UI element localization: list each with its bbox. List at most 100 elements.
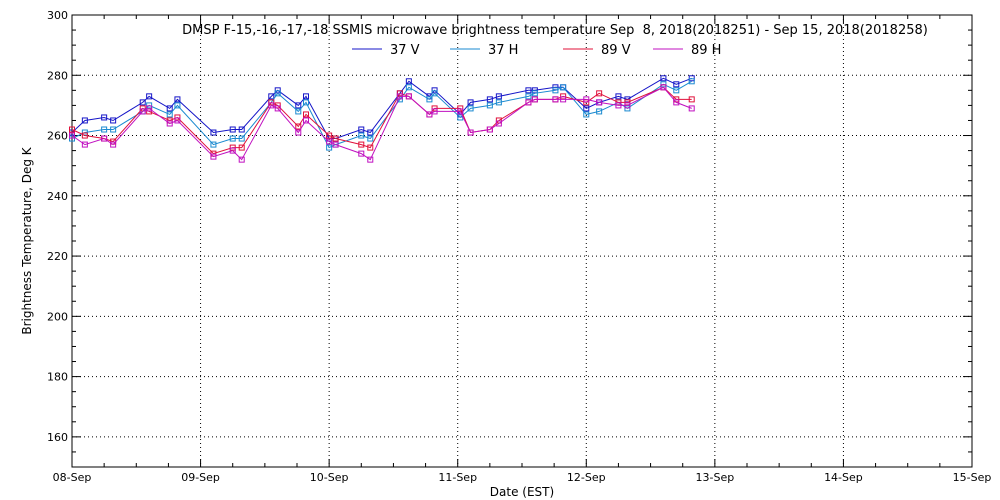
- legend-label: 89 V: [601, 43, 631, 58]
- x-tick-label: 13-Sep: [696, 471, 735, 484]
- data-point: [101, 114, 108, 121]
- data-point: [396, 93, 403, 100]
- data-point: [596, 90, 603, 97]
- legend-label: 37 H: [488, 43, 518, 58]
- data-point: [101, 135, 108, 142]
- x-tick-label: 10-Sep: [310, 471, 349, 484]
- data-point: [560, 96, 567, 103]
- data-point: [166, 111, 173, 118]
- x-tick-label: 09-Sep: [181, 471, 220, 484]
- data-point: [146, 93, 153, 100]
- data-point: [110, 117, 117, 124]
- data-point: [110, 126, 117, 133]
- data-point: [495, 99, 502, 106]
- data-point: [467, 105, 474, 112]
- x-tick-label: 15-Sep: [953, 471, 992, 484]
- data-point: [596, 108, 603, 115]
- chart-title: DMSP F-15,-16,-17,-18 SSMIS microwave br…: [182, 23, 928, 38]
- data-point: [615, 99, 622, 106]
- data-point: [431, 108, 438, 115]
- data-point: [101, 126, 108, 133]
- data-point: [146, 105, 153, 112]
- series-line: [71, 77, 692, 139]
- data-point: [274, 105, 281, 112]
- data-point: [81, 117, 88, 124]
- series-line: [71, 86, 692, 161]
- y-tick-label: 240: [47, 190, 68, 203]
- data-point: [69, 132, 75, 139]
- x-tick-labels: 08-Sep 09-Sep 10-Sep 11-Sep 12-Sep 13-Sep 14-S…: [53, 471, 992, 484]
- data-point: [660, 84, 667, 91]
- data-point: [110, 141, 117, 148]
- y-tick-labels: 160 180 200 220 240 260 280 300: [47, 9, 68, 444]
- data-point: [583, 111, 590, 118]
- x-tick-label: 08-Sep: [53, 471, 92, 484]
- data-point: [210, 141, 217, 148]
- data-point: [486, 102, 493, 109]
- y-tick-label: 160: [47, 431, 68, 444]
- data-point: [166, 105, 173, 112]
- legend-label: 89 H: [691, 43, 721, 58]
- data-point: [624, 105, 631, 112]
- data-point: [583, 96, 590, 103]
- data-point: [396, 90, 403, 97]
- data-point: [531, 96, 538, 103]
- data-point: [431, 90, 438, 97]
- data-point: [660, 75, 667, 82]
- data-point: [688, 96, 695, 103]
- data-point: [326, 132, 333, 139]
- data-point: [358, 132, 365, 139]
- data-point: [615, 102, 622, 109]
- data-point: [238, 156, 245, 163]
- data-point: [552, 87, 559, 94]
- data-point: [295, 108, 302, 115]
- series-line: [71, 86, 692, 155]
- series-37-h: [69, 78, 695, 151]
- data-point: [69, 126, 75, 133]
- data-point: [238, 126, 245, 133]
- data-point: [405, 84, 412, 91]
- data-point: [560, 93, 567, 100]
- data-point: [229, 126, 236, 133]
- data-point: [229, 147, 236, 154]
- data-point: [358, 150, 365, 157]
- data-point: [303, 117, 309, 124]
- data-point: [688, 75, 695, 82]
- data-point: [238, 135, 245, 142]
- data-point: [81, 132, 88, 139]
- x-tick-label: 11-Sep: [438, 471, 477, 484]
- data-point: [525, 87, 532, 94]
- data-point: [295, 102, 302, 109]
- data-point: [295, 129, 302, 136]
- data-point: [358, 141, 365, 148]
- legend: 37 V 37 H 89 V 89 H: [352, 43, 721, 58]
- data-point: [531, 90, 538, 97]
- data-point: [673, 81, 680, 88]
- axis-ticks: [71, 14, 973, 468]
- data-point: [268, 102, 275, 109]
- data-point: [326, 138, 333, 145]
- data-point: [139, 99, 146, 106]
- series-89-v: [69, 84, 695, 157]
- grid-lines: [72, 15, 972, 467]
- data-point: [495, 120, 502, 127]
- data-point: [405, 93, 412, 100]
- series-37-v: [69, 75, 695, 142]
- data-point: [295, 123, 302, 130]
- y-tick-label: 180: [47, 371, 68, 384]
- y-tick-label: 220: [47, 250, 68, 263]
- data-point: [405, 78, 412, 85]
- series-line: [71, 80, 692, 149]
- y-tick-label: 200: [47, 310, 68, 323]
- data-point: [426, 111, 433, 118]
- x-axis-title: Date (EST): [490, 485, 554, 499]
- data-point: [367, 156, 374, 163]
- data-point: [615, 93, 622, 100]
- y-axis-title: Brightness Temperature, Deg K: [20, 146, 34, 334]
- data-point: [268, 93, 275, 100]
- data-point: [303, 99, 309, 106]
- y-tick-label: 280: [47, 69, 68, 82]
- data-point: [688, 78, 695, 85]
- data-point: [367, 129, 374, 136]
